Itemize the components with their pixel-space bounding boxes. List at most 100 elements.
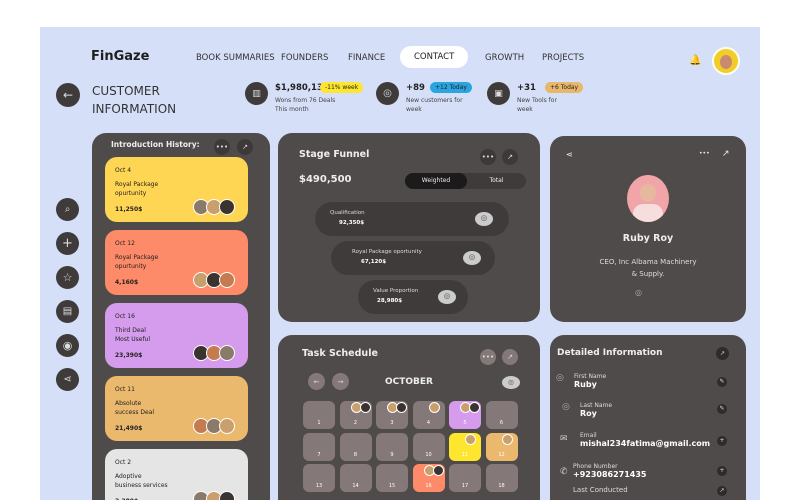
toggle-weighted[interactable]: Weighted <box>405 173 467 189</box>
expand-arrow-icon[interactable]: ↗ <box>502 349 518 365</box>
page-title: CUSTOMER INFORMATION <box>92 82 176 118</box>
plus-icon[interactable]: + <box>56 232 79 255</box>
search-icon[interactable]: ⌕ <box>56 198 79 221</box>
calendar-day[interactable]: 9 <box>376 432 408 461</box>
more-icon[interactable]: ••• <box>480 149 496 165</box>
calendar-day[interactable]: 1 <box>303 401 335 429</box>
funnel-stage[interactable]: Qualification 92,350$ ⊚ <box>315 202 509 236</box>
nav-projects[interactable]: PROJECTS <box>542 53 585 63</box>
calendar-day[interactable]: 7 <box>303 432 335 461</box>
tool-window-icon: ▣ <box>487 82 510 105</box>
more-icon[interactable]: ••• <box>214 139 230 155</box>
deal-card[interactable]: Oct 16 Third Deal Most Useful 23,390$ <box>105 303 248 368</box>
page-title-line: INFORMATION <box>92 102 177 116</box>
day-number: 18 <box>498 483 505 489</box>
last-name-field: Last Name Roy <box>580 402 613 418</box>
mail-icon: ✉ <box>560 434 568 444</box>
expand-arrow-icon[interactable]: ↗ <box>716 347 729 360</box>
calendar-day[interactable]: 14 <box>339 464 372 492</box>
deal-amount: 4,160$ <box>115 279 139 286</box>
more-icon[interactable]: ••• <box>480 349 496 365</box>
edit-icon[interactable]: ✎ <box>717 377 727 387</box>
user-icon: ◎ <box>556 373 564 383</box>
panel-title: Detailed Information <box>557 348 663 358</box>
view-toggle-icon[interactable]: ⊚ <box>502 376 520 389</box>
day-number: 14 <box>352 483 359 489</box>
add-icon[interactable]: + <box>717 436 727 446</box>
deal-title: Third Deal Most Useful <box>115 327 151 343</box>
calendar-day[interactable]: 16 <box>412 464 445 492</box>
more-icon[interactable]: ••• <box>699 150 710 157</box>
expand-arrow-icon[interactable]: ↗ <box>502 149 518 165</box>
share-icon[interactable]: ⋖ <box>56 368 79 391</box>
panel-title: Introduction History: <box>111 140 200 149</box>
nav-contact[interactable]: CONTACT <box>400 46 469 68</box>
funnel-stage[interactable]: Royal Package oportunity 67,120$ ⊚ <box>331 241 495 275</box>
calendar-day[interactable]: 2 <box>339 401 372 429</box>
page-title-line: CUSTOMER <box>92 84 160 98</box>
profile-photo <box>627 175 669 222</box>
calendar-day[interactable]: 6 <box>485 401 518 429</box>
inbox-icon[interactable]: ▤ <box>56 300 79 323</box>
deal-date: Oct 12 <box>115 240 135 247</box>
add-icon[interactable]: + <box>717 466 727 476</box>
calendar-day[interactable]: 17 <box>449 464 481 492</box>
email-field: Email mishal234fatima@gmail.com <box>580 432 711 448</box>
bell-icon[interactable]: 🔔 <box>689 55 702 66</box>
deal-amount: 21,490$ <box>115 425 143 432</box>
phone-field: Phone Number +923086271435 <box>573 463 647 479</box>
calendar-day[interactable]: 4 <box>412 401 445 429</box>
user-icon: ◎ <box>562 402 570 412</box>
first-name-field: First Name Ruby <box>574 373 607 389</box>
day-number: 12 <box>498 451 505 458</box>
last-conducted-label: Last Conducted <box>573 486 628 494</box>
expand-arrow-icon[interactable]: ↗ <box>237 139 253 155</box>
nav-finance[interactable]: FINANCE <box>348 53 386 63</box>
nav-founders[interactable]: FOUNDERS <box>281 53 329 63</box>
deal-amount: 3,380$ <box>115 498 138 500</box>
stat-badge: -11% week <box>320 82 364 93</box>
edit-icon[interactable]: ✎ <box>717 404 727 414</box>
expand-arrow-icon[interactable]: ↗ <box>722 149 730 159</box>
calendar-day[interactable]: 18 <box>485 464 518 492</box>
deal-card[interactable]: Oct 11 Absolute success Deal 21,490$ <box>105 376 248 441</box>
deal-date: Oct 4 <box>115 167 132 174</box>
stat-badge: +6 Today <box>545 82 584 93</box>
day-number: 16 <box>425 483 432 489</box>
deal-card[interactable]: Oct 4 Royal Package opurtunity 11,250$ <box>105 157 248 222</box>
app-frame: FinGaze BOOK SUMMARIES FOUNDERS FINANCE … <box>40 27 760 500</box>
star-icon[interactable]: ☆ <box>56 266 79 289</box>
next-month-button[interactable]: → <box>332 373 349 390</box>
calendar-day[interactable]: 5 <box>449 401 481 429</box>
deal-date: Oct 11 <box>115 386 135 393</box>
calendar-day[interactable]: 15 <box>376 464 408 492</box>
stat-badge: +12 Today <box>430 82 472 93</box>
calendar-day[interactable]: 11 <box>449 432 481 461</box>
calendar-day[interactable]: 10 <box>412 432 445 461</box>
calendar-day[interactable]: 12 <box>485 432 518 461</box>
deal-card[interactable]: Oct 12 Royal Package opurtunity 4,160$ <box>105 230 248 295</box>
nav-growth[interactable]: GROWTH <box>485 53 525 63</box>
user-avatar[interactable] <box>712 47 740 75</box>
nav-book-summaries[interactable]: BOOK SUMMARIES <box>196 53 275 63</box>
back-arrow-icon[interactable]: ← <box>56 83 80 107</box>
day-number: 7 <box>317 451 321 458</box>
stage-funnel-panel: Stage Funnel ••• ↗ $490,500 Weighted Tot… <box>278 133 540 322</box>
calendar-day[interactable]: 3 <box>376 401 408 429</box>
user-icon[interactable]: ◉ <box>56 334 79 357</box>
calendar-day[interactable]: 8 <box>339 432 372 461</box>
funnel-total: $490,500 <box>299 174 352 185</box>
day-number: 1 <box>317 420 321 426</box>
stage-icon: ⊚ <box>463 251 481 265</box>
user-icon: ◎ <box>635 288 642 297</box>
funnel-stage[interactable]: Value Proportion 28,980$ ⊚ <box>358 280 468 314</box>
stat-desc: New Tools for week <box>517 97 557 113</box>
prev-month-button[interactable]: ← <box>308 373 325 390</box>
expand-arrow-icon[interactable]: ↗ <box>717 486 727 496</box>
toggle-total[interactable]: Total <box>489 177 504 184</box>
participant-avatar <box>428 402 440 413</box>
share-icon[interactable]: ⋖ <box>566 150 573 159</box>
calendar-day[interactable]: 13 <box>303 464 335 492</box>
day-number: 8 <box>353 451 358 458</box>
